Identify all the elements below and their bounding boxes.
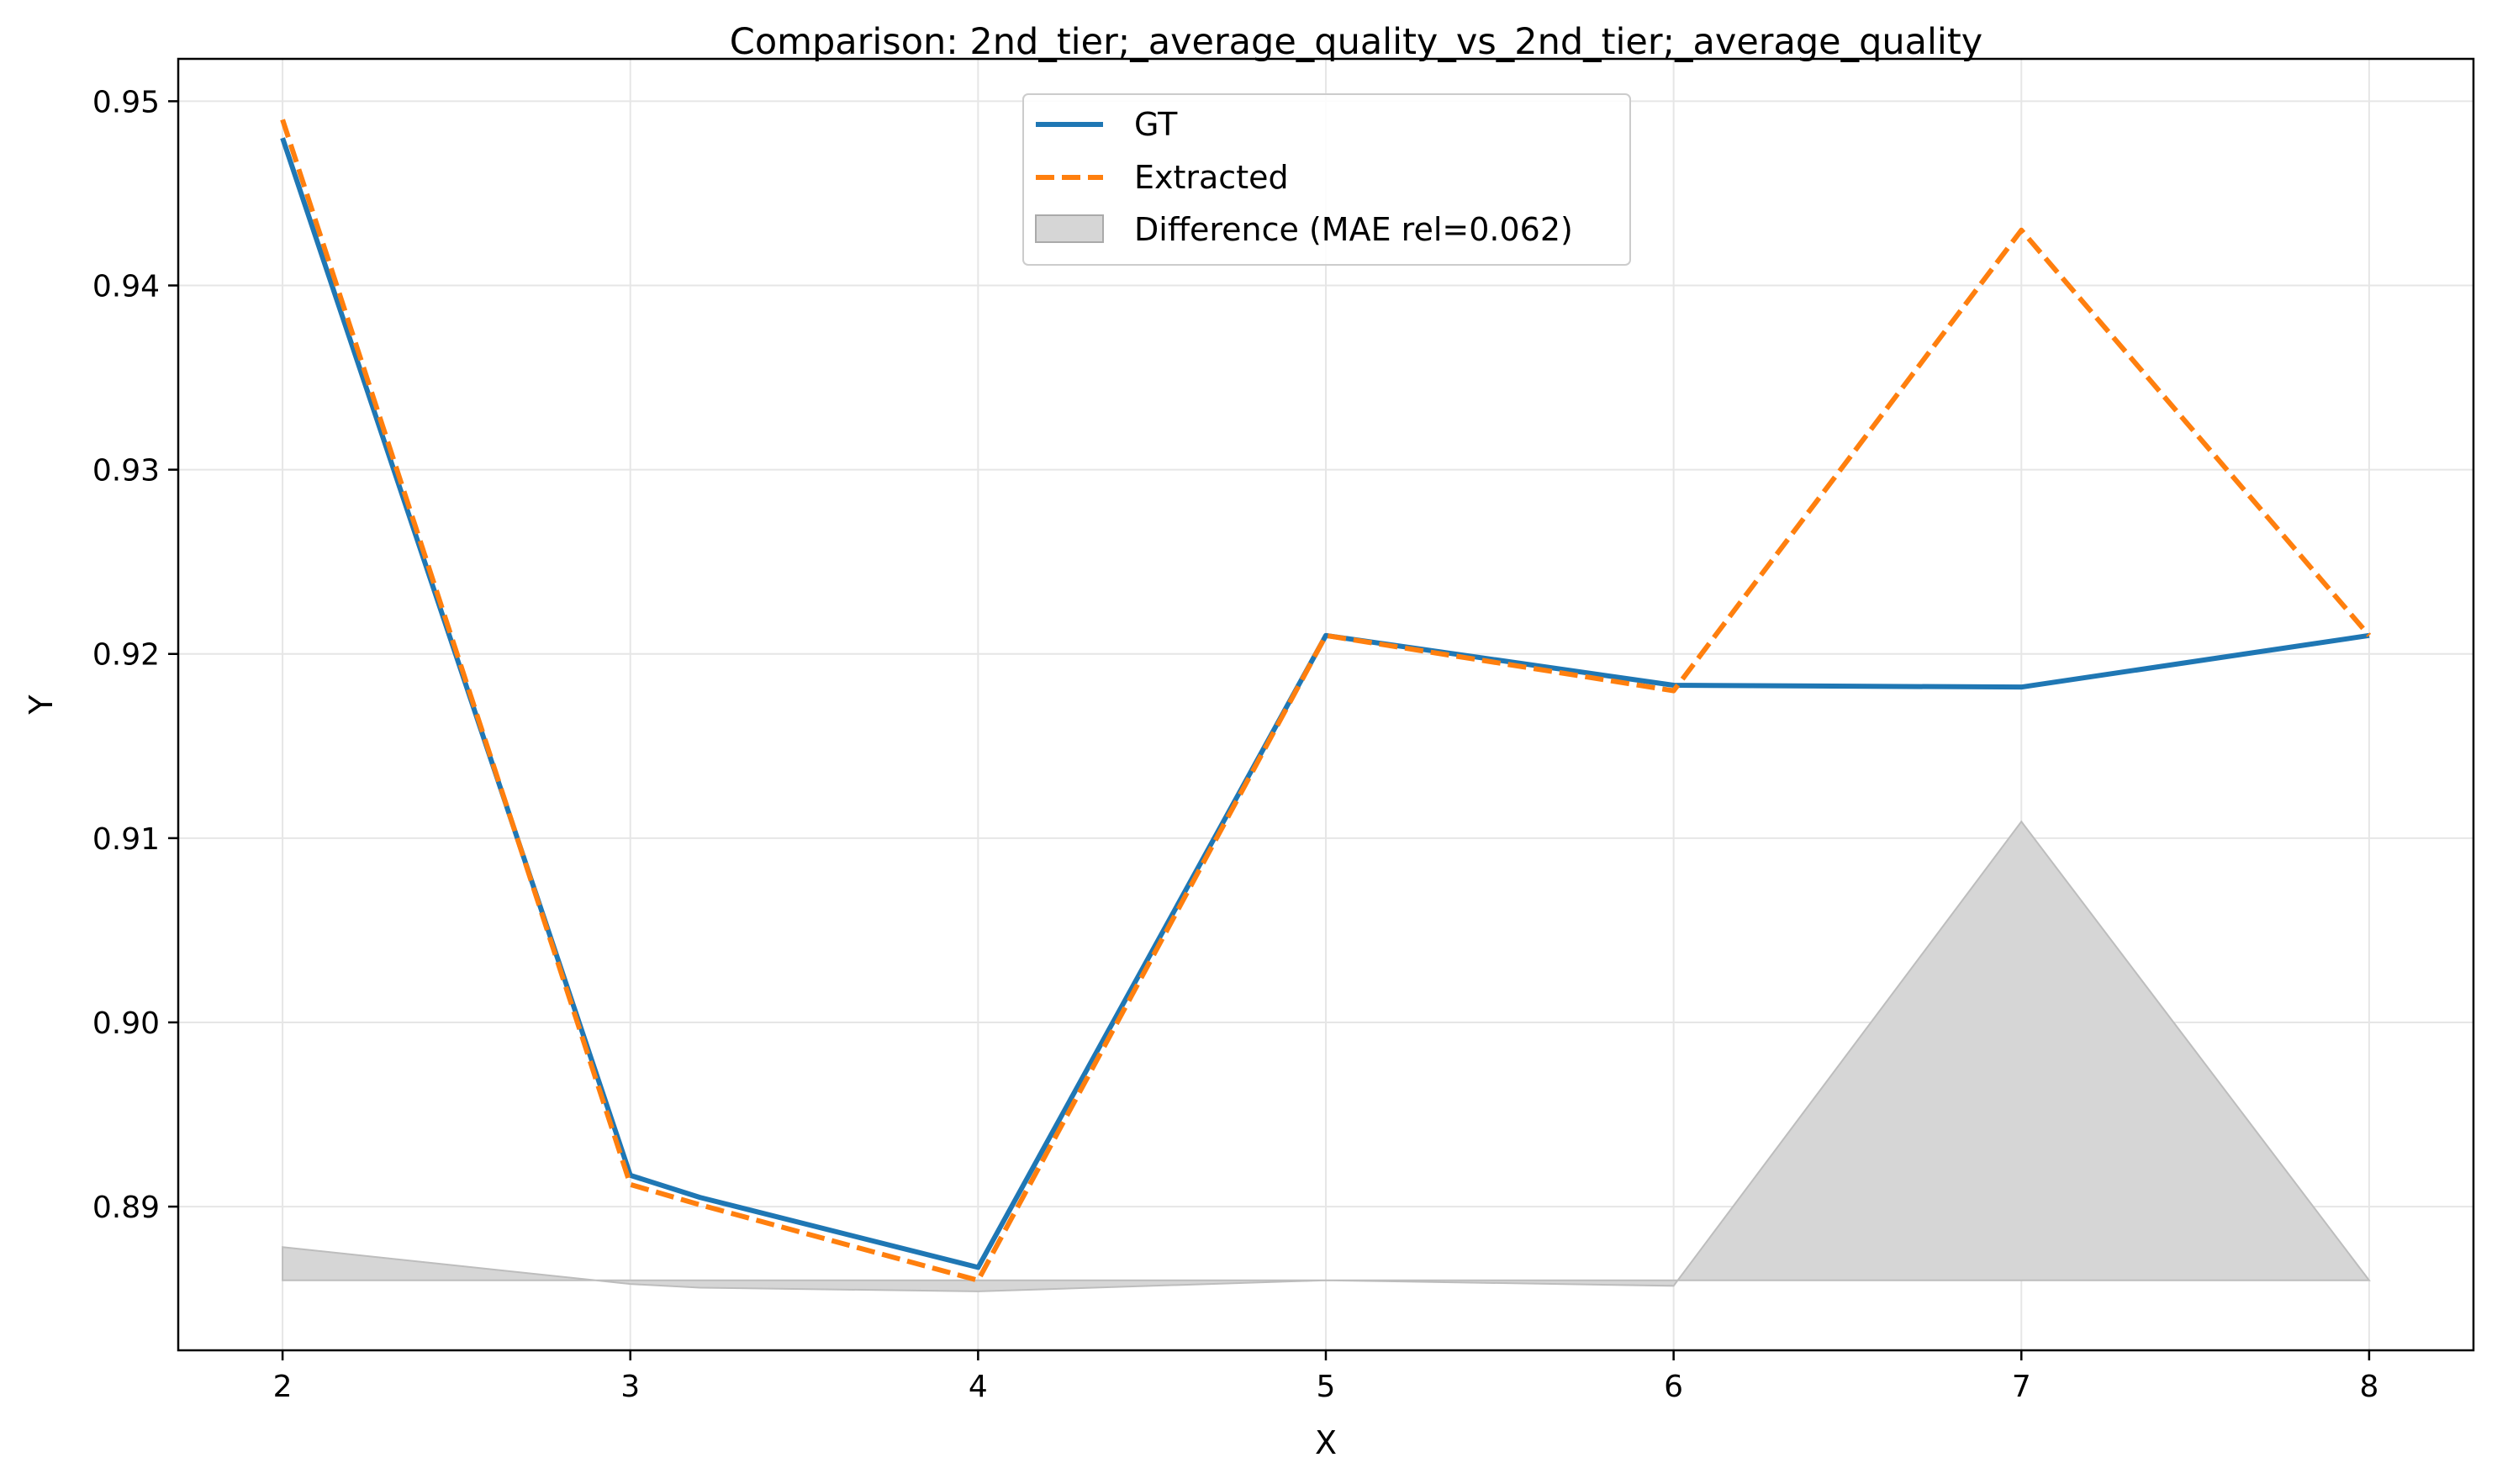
legend-box: [1022, 93, 1631, 266]
x-tick-label: 8: [2359, 1370, 2378, 1404]
y-tick-label: 0.92: [92, 638, 160, 673]
chart-title: Comparison: 2nd_tier;_average_quality_vs…: [730, 21, 1982, 63]
series-lines: [280, 119, 2372, 1283]
difference-area-layer: [282, 820, 2371, 1292]
y-axis: 0.89 0.90 0.91 0.92 0.93 0.94 0.95: [92, 85, 178, 1225]
x-tick-label: 4: [969, 1370, 988, 1404]
legend: GT Extracted Difference (MAE rel=0.062): [1022, 93, 1631, 266]
x-tick-label: 7: [2012, 1370, 2031, 1404]
x-axis-label: X: [1315, 1424, 1337, 1461]
series-line-extracted: [280, 119, 2372, 1283]
y-tick-label: 0.89: [92, 1191, 160, 1225]
y-tick-label: 0.94: [92, 270, 160, 304]
x-axis: 2 3 4 5 6 7 8: [273, 1350, 2378, 1404]
legend-label-extracted: Extracted: [1134, 159, 1289, 196]
x-tick-label: 6: [1664, 1370, 1683, 1404]
legend-label-difference: Difference (MAE rel=0.062): [1134, 211, 1573, 248]
x-tick-label: 2: [273, 1370, 293, 1404]
difference-area: [282, 820, 2371, 1292]
x-tick-label: 5: [1317, 1370, 1336, 1404]
x-tick-label: 3: [620, 1370, 640, 1404]
y-tick-label: 0.91: [92, 822, 160, 857]
legend-label-gt: GT: [1134, 106, 1178, 143]
series-line-gt: [280, 137, 2370, 1270]
y-tick-label: 0.95: [92, 85, 160, 119]
y-axis-label: Y: [23, 694, 60, 716]
y-tick-label: 0.90: [92, 1006, 160, 1041]
legend-swatch-difference: [1035, 214, 1104, 243]
y-tick-label: 0.93: [92, 454, 160, 489]
